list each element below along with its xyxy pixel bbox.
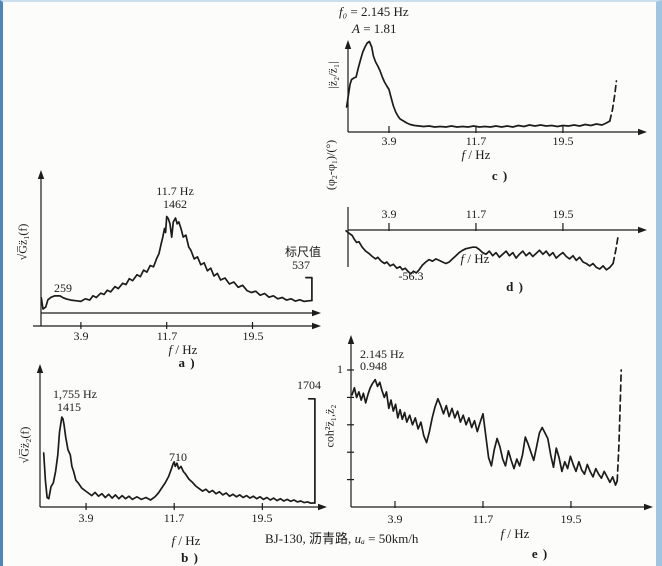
chart-d-panel-label: d ) xyxy=(506,279,524,294)
chart-c-f0-annotation: f₀ = 2.145 Hz xyxy=(339,4,409,19)
chart-c-y-axis-label: |z̈₂/z̈₁| xyxy=(325,61,340,89)
chart-c-x-axis-unit: / Hz xyxy=(465,147,491,162)
chart-b-second-peak-annotation: 710 xyxy=(169,450,187,464)
chart-d-x-axis-label: f / Hz xyxy=(460,251,490,266)
chart-c-amp-value: = 1.81 xyxy=(359,21,397,36)
chart-a-x-axis-label: f / Hz xyxy=(168,342,198,357)
chart-a-tick-3-9: 3.9 xyxy=(73,329,89,343)
chart-a-peak-freq-annotation: 11.7 Hz xyxy=(156,184,194,198)
chart-a-scale-value: 537 xyxy=(292,258,310,272)
chart-d-x-axis-symbol: f xyxy=(460,251,465,266)
chart-d-tick-11-7: 11.7 xyxy=(465,207,487,221)
chart-b-tick-11-7: 11.7 xyxy=(163,511,185,525)
plots-canvas xyxy=(33,40,653,511)
chart-a-tick-19-5: 19.5 xyxy=(242,329,264,343)
chart-b-end-value-annotation: 1704 xyxy=(297,378,321,392)
figure-caption-speed-symbol: uₐ xyxy=(354,531,365,546)
chart-c-tick-11-7: 11.7 xyxy=(465,134,487,148)
chart-b-x-axis-label: f / Hz xyxy=(171,533,201,548)
chart-d-x-axis-unit: / Hz xyxy=(464,251,490,266)
chart-e-x-axis-label: f / Hz xyxy=(500,526,530,541)
chart-c-tick-19-5: 19.5 xyxy=(552,134,574,148)
chart-c-x-axis-symbol: f xyxy=(461,147,466,162)
chart-e-tick-3-9: 3.9 xyxy=(387,512,403,526)
chart-a-scale-caption: 标尺值 xyxy=(284,245,322,259)
chart-e-y-axis-label: coh²z̈₁,z̈₂ xyxy=(322,404,337,448)
chart-b-panel-label: b ) xyxy=(181,550,199,565)
chart-b-peak-value-annotation: 1415 xyxy=(57,400,81,414)
chart-d-tick-3-9: 3.9 xyxy=(381,207,397,221)
chart-a-tick-11-7: 11.7 xyxy=(156,329,178,343)
chart-d-y-axis-label: (φ₂-φ₁)/(°) xyxy=(323,139,338,191)
chart-a-y-axis-label: √G̅z̈₁(f) xyxy=(15,223,30,261)
chart-b-x-axis-symbol: f xyxy=(171,533,176,548)
chart-a-x-axis-unit: / Hz xyxy=(172,342,198,357)
chart-e-peak-value-annotation: 0.948 xyxy=(360,359,387,373)
chart-a-peak-value-annotation: 1462 xyxy=(163,197,187,211)
figure-caption-speed-value: = 50km/h xyxy=(364,531,419,546)
chart-b-x-axis-unit: / Hz xyxy=(175,533,201,548)
chart-c-f0-symbol: f₀ xyxy=(339,4,348,19)
chart-b-peak-freq-annotation: 1,755 Hz xyxy=(53,387,97,401)
chart-a-panel-label: a ) xyxy=(178,355,196,370)
chart-e-tick-11-7: 11.7 xyxy=(472,512,494,526)
chart-e-peak-freq-annotation: 2.145 Hz xyxy=(360,347,404,361)
chart-c-amp-symbol: A xyxy=(352,21,360,36)
chart-b-tick-3-9: 3.9 xyxy=(78,511,94,525)
chart-c-amp-annotation: A = 1.81 xyxy=(352,21,397,36)
chart-a-x-axis-symbol: f xyxy=(168,342,173,357)
chart-c-f0-value: = 2.145 Hz xyxy=(347,4,409,19)
chart-a-left-value-annotation: 259 xyxy=(54,281,72,295)
chart-d-tick-19-5: 19.5 xyxy=(552,207,574,221)
figure-caption-vehicle: BJ-130, 沥青路, xyxy=(265,531,355,546)
chart-b-y-axis-label: √G̅z̈₂(f) xyxy=(17,426,32,464)
figure-caption: BJ-130, 沥青路, uₐ = 50km/h xyxy=(265,531,419,546)
chart-e-y-tick-1: 1 xyxy=(337,362,343,376)
chart-d-min-annotation: -56.3 xyxy=(398,269,424,283)
chart-c-x-axis-label: f / Hz xyxy=(461,147,491,162)
chart-c-panel-label: c ) xyxy=(491,168,509,183)
chart-e-x-axis-symbol: f xyxy=(500,526,505,541)
chart-e-x-axis-unit: / Hz xyxy=(504,526,530,541)
chart-b-tick-19-5: 19.5 xyxy=(251,511,273,525)
chart-c-tick-3-9: 3.9 xyxy=(381,134,397,148)
chart-e-tick-19-5: 19.5 xyxy=(560,512,582,526)
chart-e-panel-label: e ) xyxy=(531,546,549,561)
